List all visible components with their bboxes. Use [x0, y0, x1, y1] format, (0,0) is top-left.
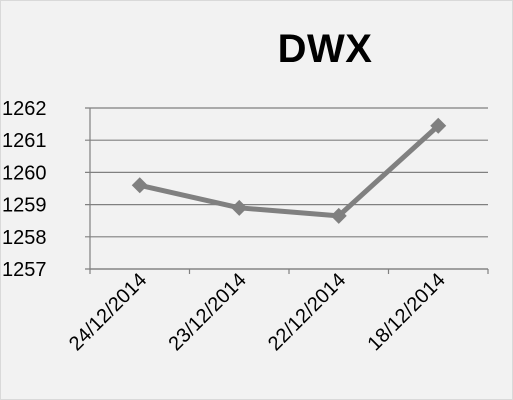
x-tick-label: 22/12/2014: [264, 269, 350, 355]
y-tick-label: 1260: [2, 162, 47, 184]
series-line: [137, 123, 441, 219]
y-tick-label: 1258: [2, 227, 47, 249]
y-axis-tick-labels: 1257 1258 1259 1260 1261 1262: [2, 98, 47, 281]
x-tick-label: 18/12/2014: [363, 269, 449, 355]
y-tick-label: 1257: [2, 259, 47, 281]
data-point-marker: [430, 117, 447, 134]
y-tick-label: 1262: [2, 98, 47, 120]
y-tick-label: 1259: [2, 195, 47, 217]
data-point-marker: [131, 177, 148, 194]
series-group: [131, 117, 447, 224]
data-point-marker: [330, 207, 347, 224]
x-axis-tick-labels: 24/12/2014 23/12/2014 22/12/2014 18/12/2014: [65, 269, 450, 355]
chart-title: DWX: [277, 27, 373, 71]
gridlines: [85, 107, 488, 270]
y-tick-label: 1261: [2, 130, 47, 152]
x-tick-label: 23/12/2014: [164, 269, 250, 355]
data-point-marker: [231, 199, 248, 216]
x-tick-label: 24/12/2014: [65, 269, 151, 355]
axes: [89, 108, 489, 274]
